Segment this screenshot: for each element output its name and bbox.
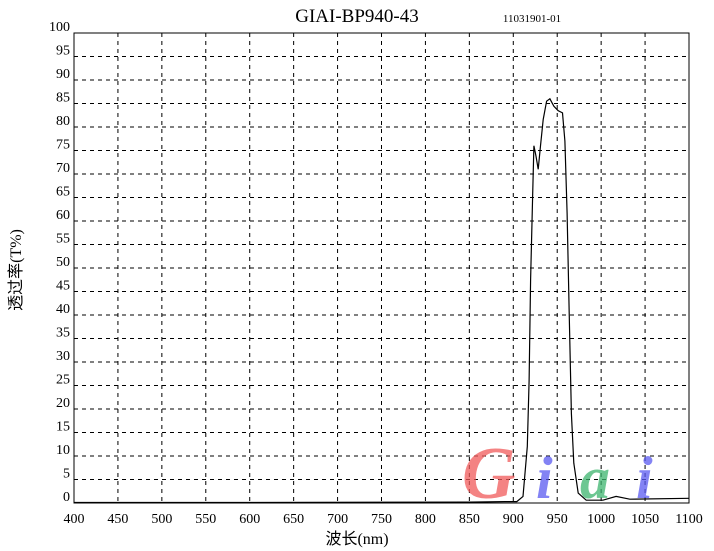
- y-tick-label: 20: [56, 396, 70, 411]
- y-tick-label: 25: [56, 373, 70, 388]
- x-tick-label: 800: [415, 512, 436, 527]
- x-axis-label: 波长(nm): [325, 530, 388, 548]
- x-tick-label: 600: [239, 512, 260, 527]
- watermark-letter: i: [636, 445, 653, 511]
- y-tick-label: 35: [56, 326, 70, 341]
- y-tick-label: 95: [56, 44, 70, 59]
- y-tick-labels: 0 5 10 15 20 25 30 35 40 45 50 55 60 65 70 75 80 85 90 95 10…: [49, 20, 70, 505]
- y-tick-label: 50: [56, 255, 70, 270]
- x-tick-label: 400: [64, 512, 85, 527]
- x-tick-label: 750: [371, 512, 392, 527]
- x-tick-label: 550: [195, 512, 216, 527]
- watermark-letter: a: [580, 445, 610, 511]
- y-tick-label: 45: [56, 279, 70, 294]
- x-tick-label: 950: [547, 512, 568, 527]
- y-tick-label: 15: [56, 420, 70, 435]
- x-tick-label: 1000: [587, 512, 615, 527]
- y-tick-label: 10: [56, 443, 70, 458]
- x-tick-label: 450: [107, 512, 128, 527]
- transmission-curve: [74, 97, 690, 504]
- y-tick-label: 40: [56, 302, 70, 317]
- x-tick-label: 1100: [675, 512, 702, 527]
- x-tick-label: 650: [283, 512, 304, 527]
- y-tick-label: 80: [56, 114, 70, 129]
- y-tick-label: 0: [63, 490, 70, 505]
- y-tick-label: 55: [56, 232, 70, 247]
- y-tick-label: 65: [56, 185, 70, 200]
- y-tick-label: 70: [56, 161, 70, 176]
- y-tick-label: 60: [56, 208, 70, 223]
- x-tick-label: 500: [151, 512, 172, 527]
- grid: [74, 33, 689, 503]
- chart-title: GIAI-BP940-43: [295, 6, 419, 27]
- x-tick-label: 700: [327, 512, 348, 527]
- y-tick-label: 100: [49, 20, 70, 35]
- chart-subtitle: 11031901-01: [503, 13, 561, 25]
- y-tick-label: 30: [56, 349, 70, 364]
- x-tick-label: 850: [459, 512, 480, 527]
- watermark-letter: i: [536, 445, 553, 511]
- x-tick-label: 900: [503, 512, 524, 527]
- y-tick-label: 85: [56, 91, 70, 106]
- y-tick-label: 75: [56, 138, 70, 153]
- y-axis-label: 透过率(T%): [7, 229, 25, 311]
- x-tick-label: 1050: [631, 512, 659, 527]
- y-tick-label: 5: [63, 467, 70, 482]
- y-tick-label: 90: [56, 67, 70, 82]
- plot-frame: [73, 32, 690, 504]
- x-tick-labels: 400 450 500 550 600 650 700 750 800 850 900 950 1000…: [64, 512, 703, 527]
